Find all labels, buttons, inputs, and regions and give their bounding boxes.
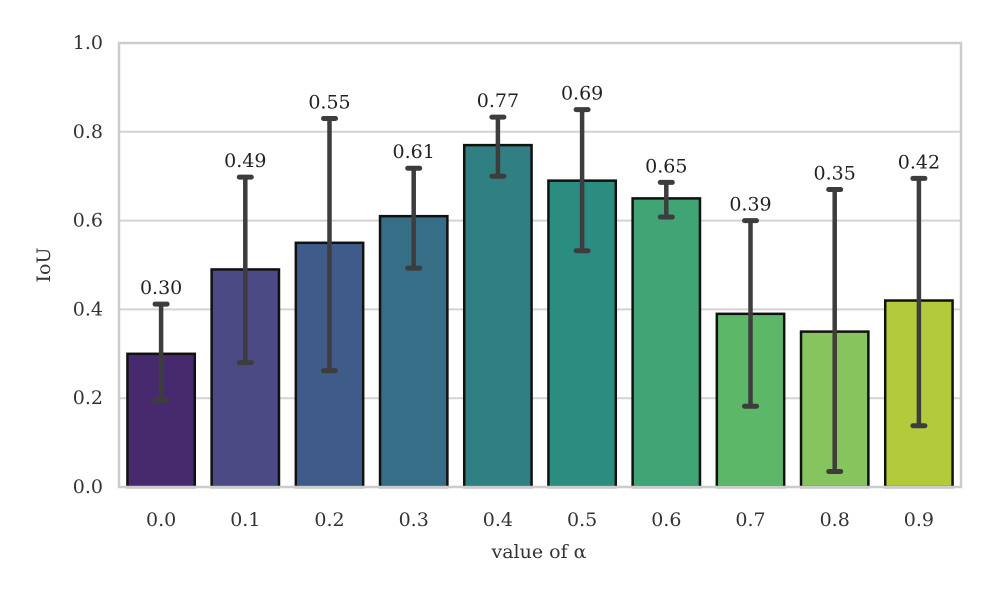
- value-labels: 0.30 0.49 0.55 0.61 0.77 0.69 0.65 0.39 0.35 0.42: [140, 83, 940, 299]
- error-bars: [152, 107, 928, 474]
- bars: [126, 143, 954, 489]
- y-tick-label: 0.4: [73, 298, 103, 320]
- value-label-0.8: 0.35: [814, 163, 856, 185]
- y-tick-label: 0.0: [73, 476, 103, 498]
- value-label-0.1: 0.49: [224, 150, 266, 172]
- x-tick-labels: 0.0 0.1 0.2 0.3 0.4 0.5 0.6 0.7 0.8 0.9: [146, 509, 934, 531]
- x-tick-label: 0.7: [735, 509, 765, 531]
- y-tick-labels: 0.0 0.2 0.4 0.6 0.8 1.0: [73, 32, 103, 498]
- y-tick-label: 0.8: [73, 121, 103, 143]
- y-tick-label: 1.0: [73, 32, 103, 54]
- x-tick-label: 0.8: [820, 509, 850, 531]
- x-tick-label: 0.2: [314, 509, 344, 531]
- value-label-0.6: 0.65: [645, 155, 687, 177]
- x-tick-label: 0.4: [483, 509, 513, 531]
- value-label-0.3: 0.61: [393, 141, 435, 163]
- bar-0.4: [462, 143, 533, 489]
- value-label-0.9: 0.42: [898, 151, 940, 173]
- x-axis-title: value of α: [491, 541, 587, 563]
- x-tick-label: 0.3: [399, 509, 429, 531]
- y-axis-title: IoU: [33, 248, 55, 283]
- x-tick-label: 0.6: [651, 509, 681, 531]
- x-tick-label: 0.9: [904, 509, 934, 531]
- x-tick-label: 0.5: [567, 509, 597, 531]
- value-label-0.0: 0.30: [140, 277, 182, 299]
- value-label-0.2: 0.55: [308, 91, 350, 113]
- value-label-0.7: 0.39: [729, 194, 771, 216]
- x-tick-label: 0.1: [230, 509, 260, 531]
- value-label-0.4: 0.77: [477, 90, 519, 112]
- bar-0.6: [631, 197, 702, 489]
- plot-frame: [117, 41, 963, 489]
- y-tick-label: 0.2: [73, 387, 103, 409]
- plot-border: [117, 41, 963, 489]
- value-label-0.5: 0.69: [561, 83, 603, 105]
- x-tick-label: 0.0: [146, 509, 176, 531]
- y-tick-label: 0.6: [73, 210, 103, 232]
